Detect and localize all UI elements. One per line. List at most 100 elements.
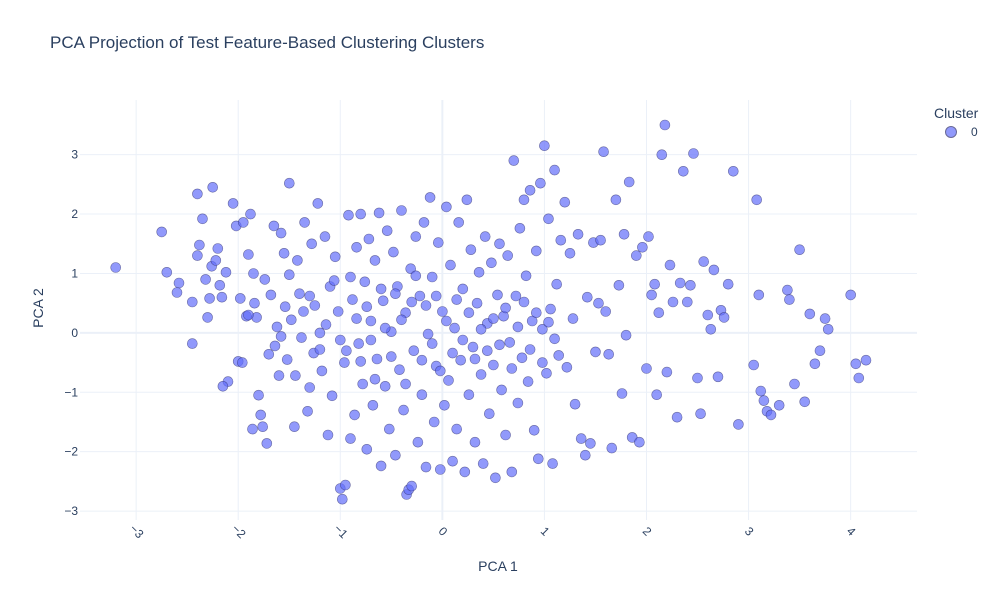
data-point[interactable]	[347, 294, 358, 305]
data-point[interactable]	[616, 388, 628, 399]
data-point[interactable]	[204, 293, 215, 304]
data-point[interactable]	[702, 309, 714, 321]
data-point[interactable]	[235, 293, 246, 304]
data-point[interactable]	[290, 370, 301, 381]
data-point[interactable]	[530, 307, 542, 319]
data-point[interactable]	[412, 436, 424, 448]
data-point[interactable]	[304, 290, 316, 302]
data-point[interactable]	[334, 334, 346, 346]
data-point[interactable]	[420, 461, 432, 473]
data-point[interactable]	[674, 277, 686, 289]
data-point[interactable]	[553, 350, 565, 361]
data-point[interactable]	[453, 217, 465, 228]
data-point[interactable]	[212, 243, 224, 254]
data-point[interactable]	[551, 278, 563, 290]
data-point[interactable]	[309, 300, 321, 311]
data-point[interactable]	[437, 306, 448, 317]
data-point[interactable]	[659, 119, 671, 131]
data-point[interactable]	[758, 395, 770, 406]
data-point[interactable]	[681, 296, 693, 308]
data-point[interactable]	[398, 404, 409, 416]
data-point[interactable]	[192, 250, 203, 261]
data-point[interactable]	[751, 194, 763, 206]
data-point[interactable]	[643, 231, 654, 242]
data-point[interactable]	[371, 353, 383, 365]
data-point[interactable]	[369, 373, 381, 385]
data-point[interactable]	[819, 313, 831, 324]
data-point[interactable]	[494, 238, 505, 250]
data-point[interactable]	[537, 357, 548, 368]
data-point[interactable]	[733, 419, 744, 430]
data-point[interactable]	[506, 363, 518, 374]
data-point[interactable]	[549, 333, 560, 345]
data-point[interactable]	[502, 250, 514, 261]
data-point[interactable]	[187, 296, 198, 308]
data-point[interactable]	[298, 306, 309, 317]
data-point[interactable]	[289, 421, 300, 433]
data-point[interactable]	[396, 314, 407, 326]
data-point[interactable]	[547, 458, 558, 469]
data-point[interactable]	[173, 277, 185, 289]
data-point[interactable]	[406, 480, 418, 492]
data-point[interactable]	[428, 416, 440, 428]
data-point[interactable]	[457, 334, 469, 346]
data-point[interactable]	[630, 250, 642, 261]
data-point[interactable]	[799, 396, 811, 408]
data-point[interactable]	[271, 321, 283, 333]
data-point[interactable]	[804, 308, 816, 320]
data-point[interactable]	[481, 345, 493, 357]
data-point[interactable]	[359, 276, 371, 288]
data-point[interactable]	[518, 296, 530, 308]
data-point[interactable]	[712, 371, 724, 383]
data-point[interactable]	[312, 198, 324, 209]
data-point[interactable]	[355, 208, 367, 220]
data-point[interactable]	[245, 208, 256, 220]
data-point[interactable]	[363, 233, 375, 245]
data-point[interactable]	[292, 255, 303, 266]
data-point[interactable]	[194, 239, 205, 251]
data-point[interactable]	[579, 449, 591, 461]
data-point[interactable]	[422, 328, 434, 340]
data-point[interactable]	[634, 436, 645, 448]
data-point[interactable]	[543, 316, 554, 328]
data-point[interactable]	[269, 340, 281, 352]
data-point[interactable]	[518, 194, 530, 206]
data-point[interactable]	[814, 345, 826, 357]
data-point[interactable]	[603, 348, 615, 360]
data-point[interactable]	[259, 274, 271, 285]
data-point[interactable]	[210, 255, 222, 266]
data-point[interactable]	[326, 390, 338, 402]
data-point[interactable]	[490, 472, 501, 484]
data-point[interactable]	[475, 323, 487, 335]
data-point[interactable]	[408, 345, 420, 357]
data-point[interactable]	[217, 380, 229, 392]
data-point[interactable]	[581, 291, 593, 303]
data-point[interactable]	[332, 306, 344, 317]
data-point[interactable]	[524, 344, 536, 355]
data-point[interactable]	[620, 329, 632, 341]
data-point[interactable]	[253, 389, 264, 401]
data-point[interactable]	[590, 346, 601, 358]
data-point[interactable]	[281, 354, 293, 365]
data-point[interactable]	[637, 242, 648, 253]
data-point[interactable]	[388, 246, 399, 258]
data-point[interactable]	[845, 289, 857, 301]
data-point[interactable]	[441, 201, 452, 213]
data-point[interactable]	[698, 256, 710, 267]
data-point[interactable]	[247, 423, 258, 435]
data-point[interactable]	[385, 351, 397, 362]
data-point[interactable]	[543, 213, 554, 225]
data-point[interactable]	[273, 370, 285, 381]
data-point[interactable]	[375, 460, 387, 472]
data-point[interactable]	[516, 352, 528, 364]
data-point[interactable]	[379, 322, 391, 334]
data-point[interactable]	[227, 198, 239, 209]
data-point[interactable]	[381, 225, 393, 236]
data-point[interactable]	[794, 244, 805, 255]
data-point[interactable]	[445, 259, 456, 271]
data-point[interactable]	[268, 220, 280, 232]
data-point[interactable]	[283, 269, 295, 281]
data-point[interactable]	[237, 357, 248, 368]
data-point[interactable]	[506, 466, 518, 478]
data-point[interactable]	[850, 358, 862, 370]
